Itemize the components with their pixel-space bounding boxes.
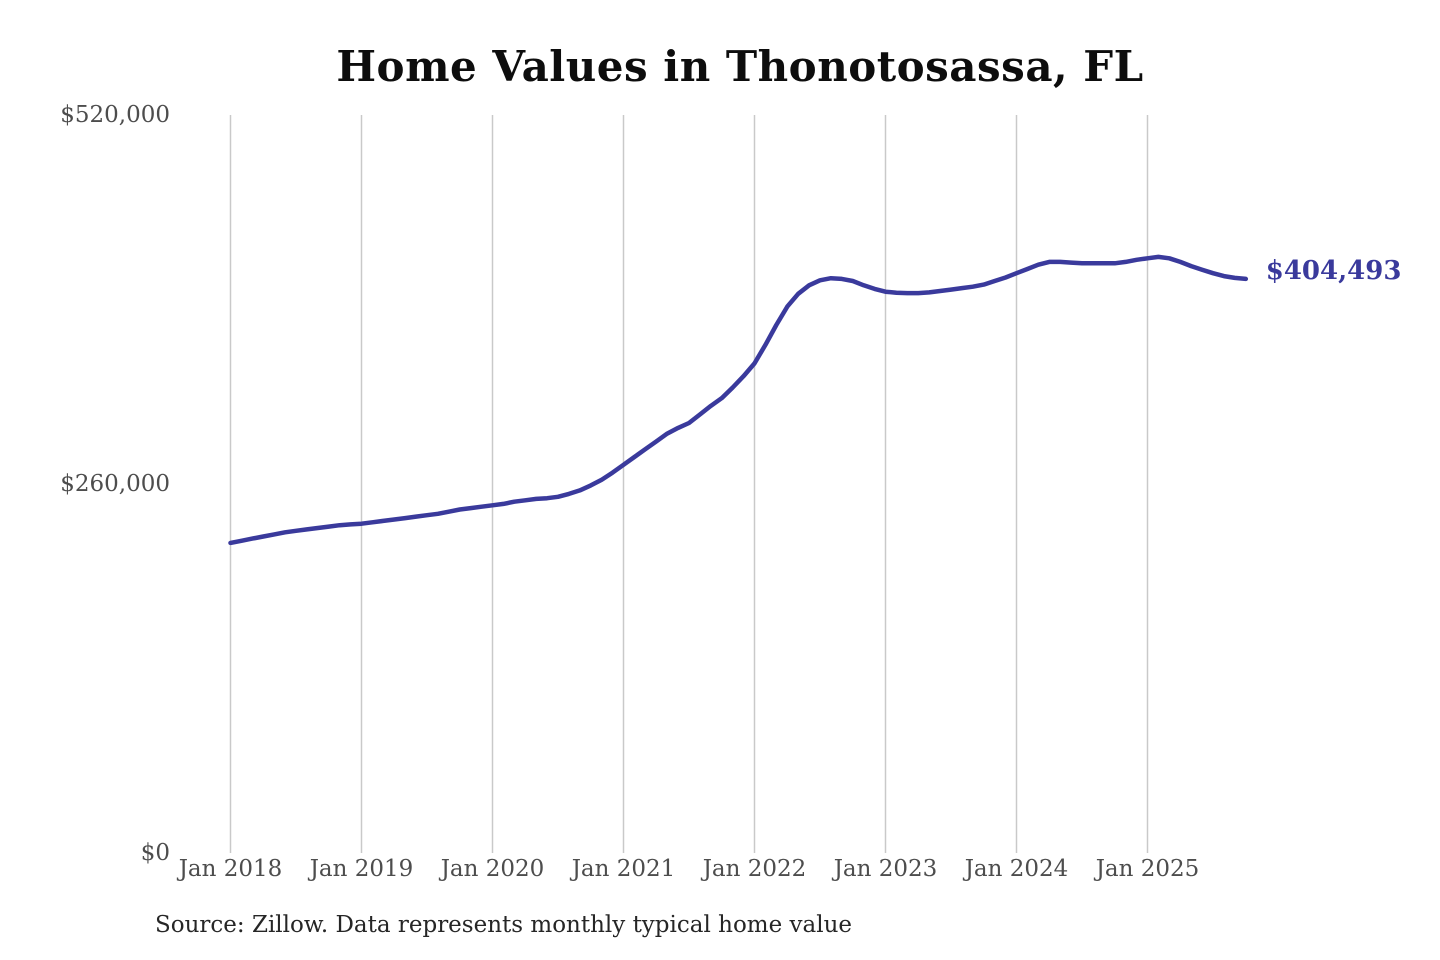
chart-title: Home Values in Thonotosassa, FL	[336, 42, 1144, 91]
y-tick-label: $260,000	[60, 471, 170, 497]
y-tick-label: $0	[140, 840, 170, 866]
source-note: Source: Zillow. Data represents monthly …	[155, 912, 853, 938]
x-tick-label: Jan 2021	[571, 856, 676, 882]
x-tick-label: Jan 2023	[833, 856, 938, 882]
x-tick-label: Jan 2018	[178, 856, 283, 882]
y-tick-label: $520,000	[60, 102, 170, 128]
x-tick-label: Jan 2019	[309, 856, 414, 882]
x-tick-label: Jan 2022	[702, 856, 807, 882]
home-value-line	[228, 254, 1249, 546]
current-value-label: $404,493	[1265, 255, 1402, 286]
x-tick-label: Jan 2020	[440, 856, 545, 882]
x-tick-label: Jan 2024	[964, 856, 1069, 882]
x-tick-label: Jan 2025	[1095, 856, 1200, 882]
